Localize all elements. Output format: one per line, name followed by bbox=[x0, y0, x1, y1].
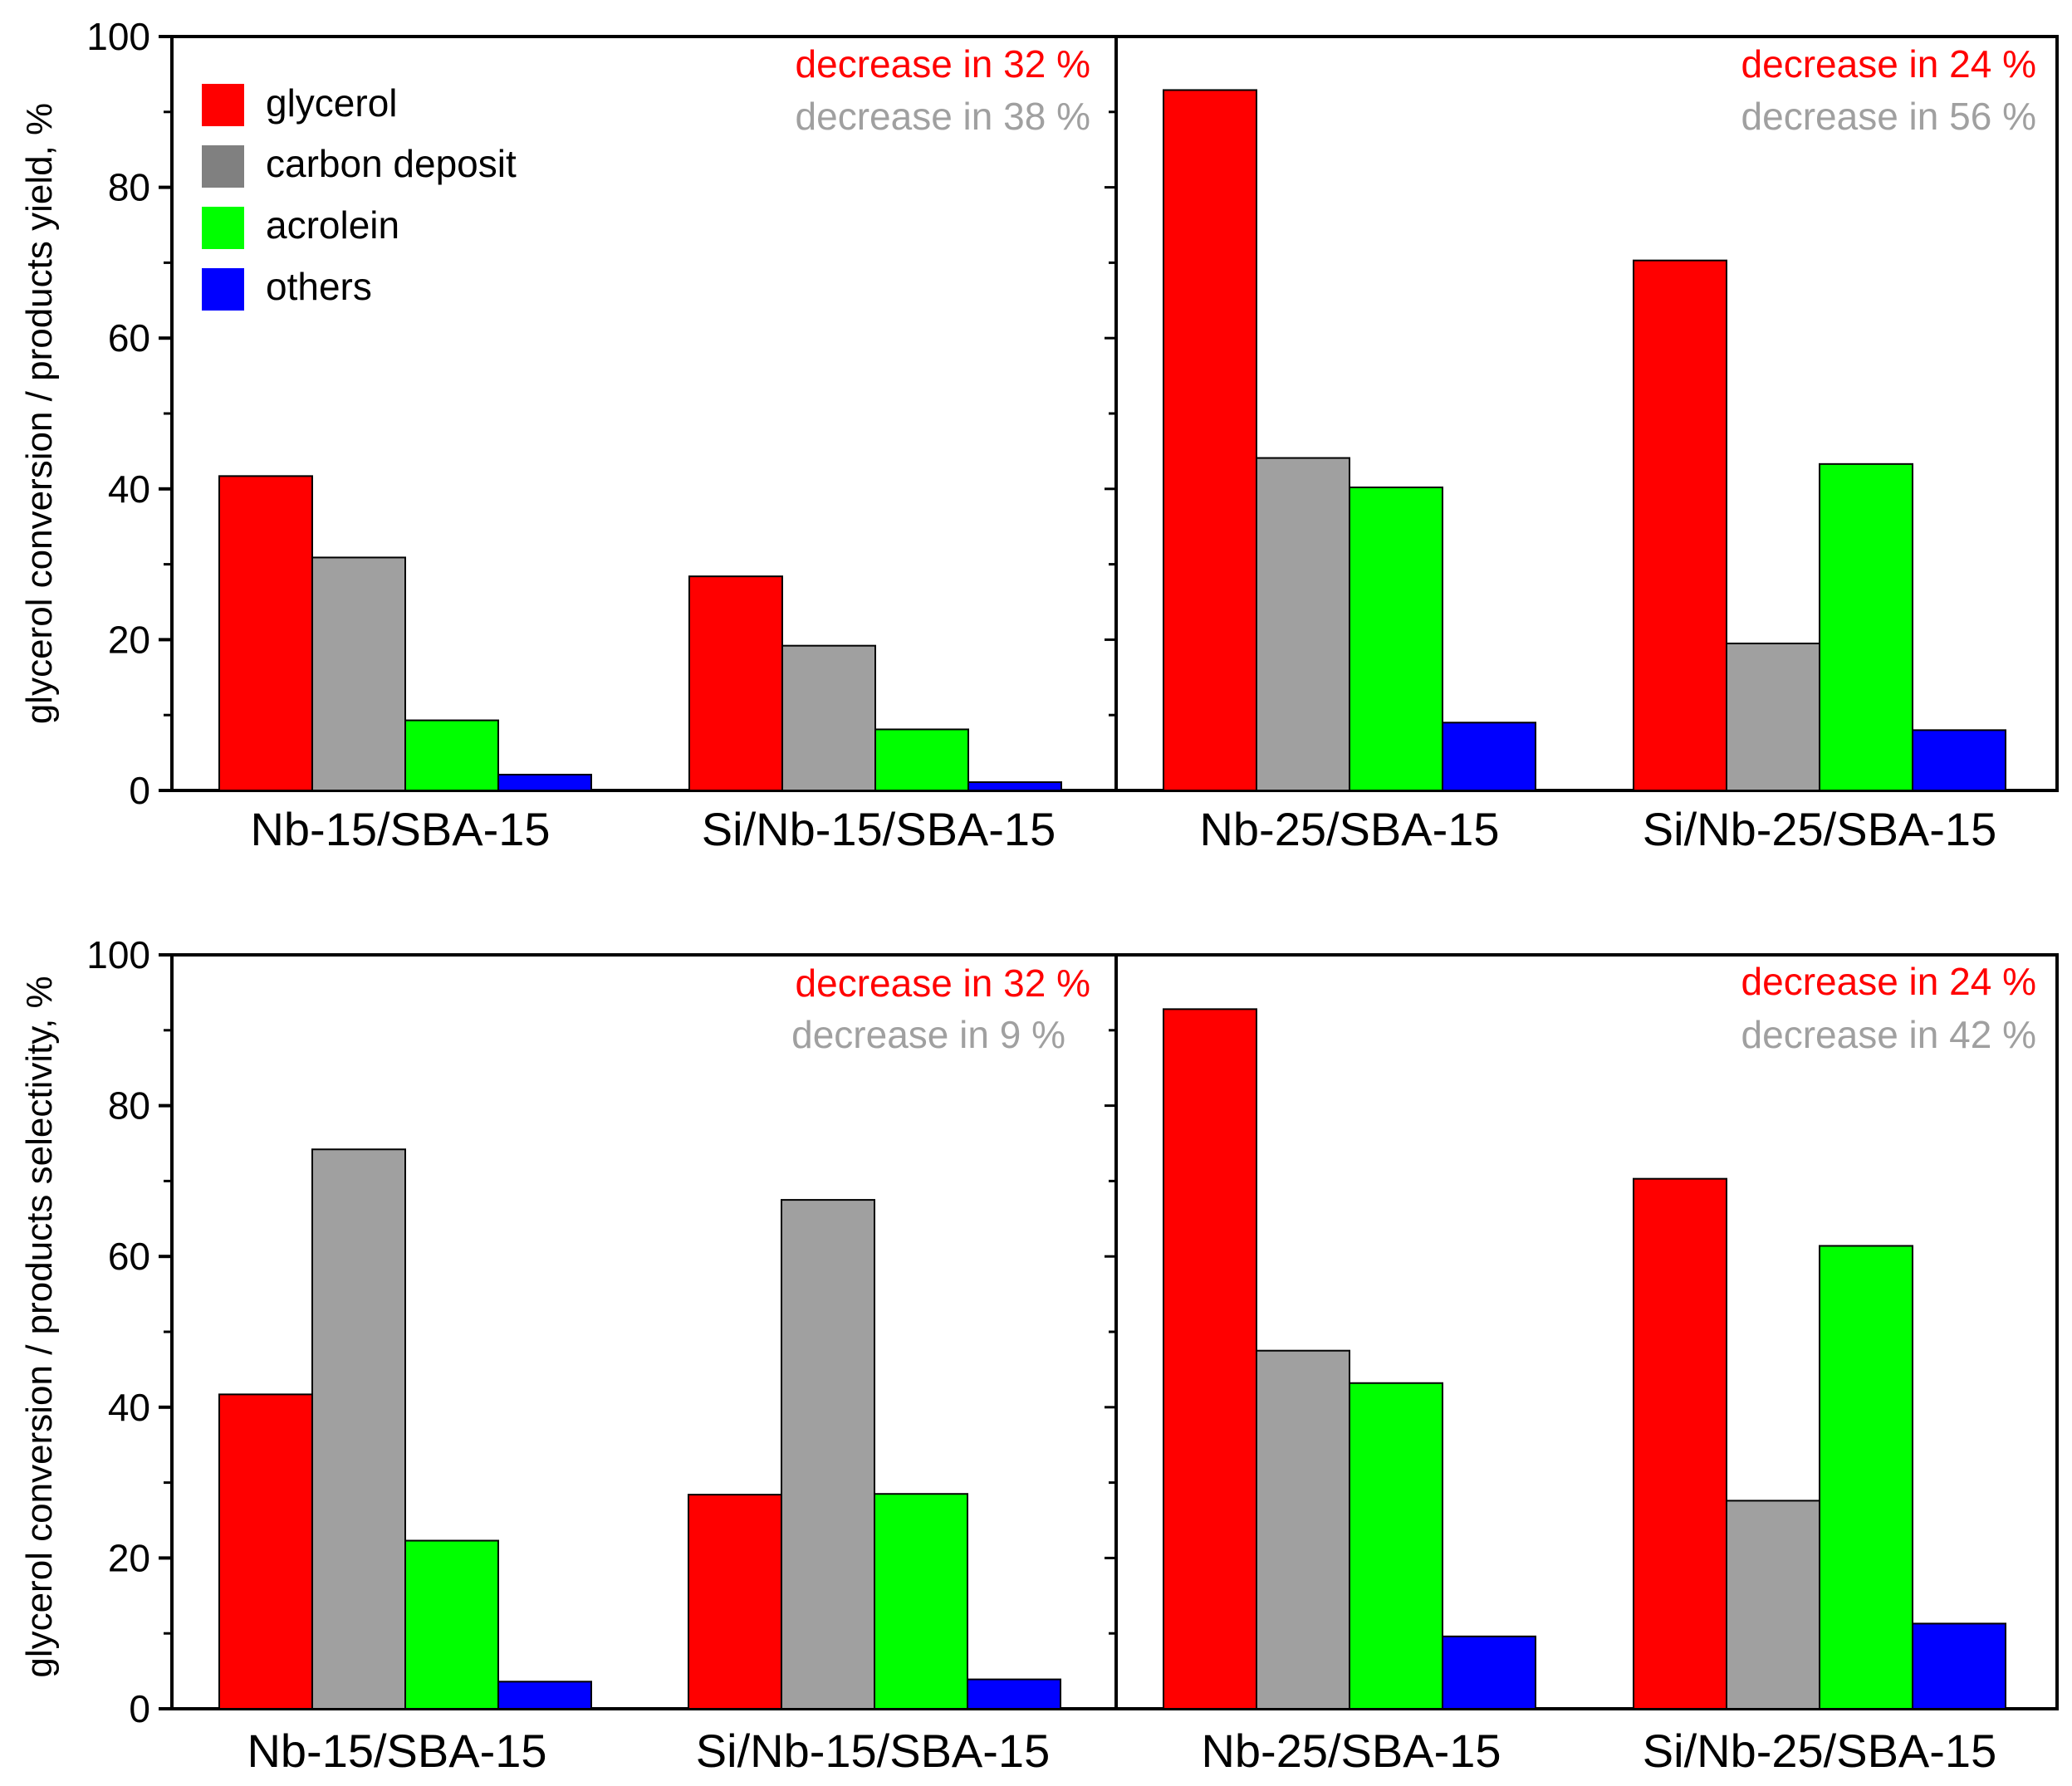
selectivity-annotation-glycerol-decrease: decrease in 32 % bbox=[796, 962, 1090, 1005]
bar-others bbox=[497, 1681, 592, 1710]
legend-item-acrolein: acrolein bbox=[202, 203, 399, 249]
yield-y-tick-label: 20 bbox=[108, 618, 150, 661]
selectivity-y-tick-label: 40 bbox=[108, 1386, 150, 1429]
legend-item-carbon-deposit: carbon deposit bbox=[202, 142, 517, 188]
yield-chart: 0 20 40 60 80 100 glycerol conversion / produ… bbox=[19, 15, 2059, 855]
bar-acrolein bbox=[404, 1539, 499, 1710]
legend-swatch-acrolein bbox=[202, 207, 244, 249]
yield-y-tick-label: 100 bbox=[86, 15, 150, 58]
bar-carbon-deposit bbox=[1256, 1349, 1350, 1710]
yield-panel-right-bars bbox=[1163, 89, 2006, 792]
yield-annotation-carbon-decrease: decrease in 56 % bbox=[1741, 95, 2036, 138]
selectivity-annotation-carbon-decrease: decrease in 42 % bbox=[1741, 1013, 2036, 1056]
legend-label-carbon-deposit: carbon deposit bbox=[266, 142, 517, 185]
legend-swatch-carbon-deposit bbox=[202, 145, 244, 188]
legend-item-others: others bbox=[202, 265, 372, 311]
legend-label-others: others bbox=[266, 265, 372, 308]
selectivity-y-tick-label: 20 bbox=[108, 1536, 150, 1579]
yield-annotation-glycerol-decrease: decrease in 24 % bbox=[1741, 42, 2036, 86]
selectivity-y-tick-label: 80 bbox=[108, 1084, 150, 1128]
bar-acrolein bbox=[874, 728, 969, 792]
bar-glycerol bbox=[1163, 1008, 1257, 1710]
bar-others bbox=[497, 773, 592, 792]
yield-y-axis: 0 20 40 60 80 100 bbox=[86, 15, 1116, 812]
legend-swatch-glycerol bbox=[202, 84, 244, 126]
yield-category-label: Si/Nb-15/SBA-15 bbox=[702, 803, 1056, 855]
yield-y-tick-label: 0 bbox=[129, 769, 150, 812]
bar-carbon-deposit bbox=[781, 644, 876, 791]
selectivity-category-label: Nb-15/SBA-15 bbox=[247, 1725, 546, 1777]
selectivity-category-label: Si/Nb-15/SBA-15 bbox=[696, 1725, 1050, 1777]
selectivity-chart: 0 20 40 60 80 100 glycerol conversion / produ… bbox=[19, 933, 2059, 1777]
selectivity-y-axis-title: glycerol conversion / products selectivi… bbox=[19, 976, 60, 1677]
bar-glycerol bbox=[688, 575, 783, 791]
legend-label-acrolein: acrolein bbox=[266, 203, 399, 247]
bar-glycerol bbox=[218, 1393, 313, 1710]
bar-glycerol bbox=[688, 1494, 782, 1710]
legend: glycerol carbon deposit acrolein others bbox=[202, 81, 517, 311]
bar-glycerol bbox=[1163, 89, 1257, 791]
yield-category-label: Nb-15/SBA-15 bbox=[250, 803, 550, 855]
bar-others bbox=[1912, 1622, 2006, 1710]
selectivity-panel-right-bars bbox=[1163, 1008, 2006, 1710]
yield-y-tick-label: 60 bbox=[108, 316, 150, 360]
yield-category-label: Si/Nb-25/SBA-15 bbox=[1643, 803, 1996, 855]
bar-carbon-deposit bbox=[1726, 642, 1820, 791]
bar-glycerol bbox=[1633, 259, 1727, 791]
bar-carbon-deposit bbox=[781, 1199, 875, 1710]
yield-panel-left-bars bbox=[218, 475, 1062, 792]
legend-swatch-others bbox=[202, 268, 244, 311]
yield-category-label: Nb-25/SBA-15 bbox=[1199, 803, 1499, 855]
selectivity-category-label: Nb-25/SBA-15 bbox=[1201, 1725, 1501, 1777]
bar-glycerol bbox=[1633, 1177, 1727, 1710]
selectivity-category-label: Si/Nb-25/SBA-15 bbox=[1643, 1725, 1996, 1777]
bar-acrolein bbox=[404, 719, 499, 792]
selectivity-annotation-glycerol-decrease: decrease in 24 % bbox=[1741, 960, 2036, 1003]
yield-y-tick-label: 80 bbox=[108, 166, 150, 209]
yield-y-axis-title: glycerol conversion / products yield, % bbox=[19, 103, 60, 724]
bar-carbon-deposit bbox=[1726, 1500, 1820, 1710]
selectivity-y-tick-label: 0 bbox=[129, 1687, 150, 1730]
bar-carbon-deposit bbox=[311, 556, 406, 791]
selectivity-annotation-carbon-decrease: decrease in 9 % bbox=[791, 1013, 1065, 1056]
bar-acrolein bbox=[1819, 1245, 1913, 1710]
bar-acrolein bbox=[1349, 1382, 1443, 1710]
bar-glycerol bbox=[218, 475, 313, 791]
bar-others bbox=[1442, 1635, 1536, 1710]
yield-annotation-carbon-decrease: decrease in 38 % bbox=[796, 95, 1090, 138]
legend-item-glycerol: glycerol bbox=[202, 81, 398, 126]
bar-acrolein bbox=[874, 1493, 968, 1710]
bar-acrolein bbox=[1819, 462, 1913, 791]
bar-carbon-deposit bbox=[311, 1148, 406, 1710]
selectivity-y-axis: 0 20 40 60 80 100 bbox=[86, 933, 1116, 1730]
bar-others bbox=[967, 781, 1062, 792]
legend-label-glycerol: glycerol bbox=[266, 81, 398, 125]
bar-acrolein bbox=[1349, 486, 1443, 791]
selectivity-panel-left-bars bbox=[218, 1148, 1061, 1710]
bar-carbon-deposit bbox=[1256, 457, 1350, 792]
yield-y-tick-label: 40 bbox=[108, 467, 150, 511]
yield-annotation-glycerol-decrease: decrease in 32 % bbox=[796, 42, 1090, 86]
selectivity-y-tick-label: 60 bbox=[108, 1235, 150, 1278]
bar-others bbox=[1442, 722, 1536, 792]
selectivity-y-tick-label: 100 bbox=[86, 933, 150, 976]
bar-others bbox=[967, 1678, 1061, 1710]
bar-others bbox=[1912, 729, 2006, 791]
